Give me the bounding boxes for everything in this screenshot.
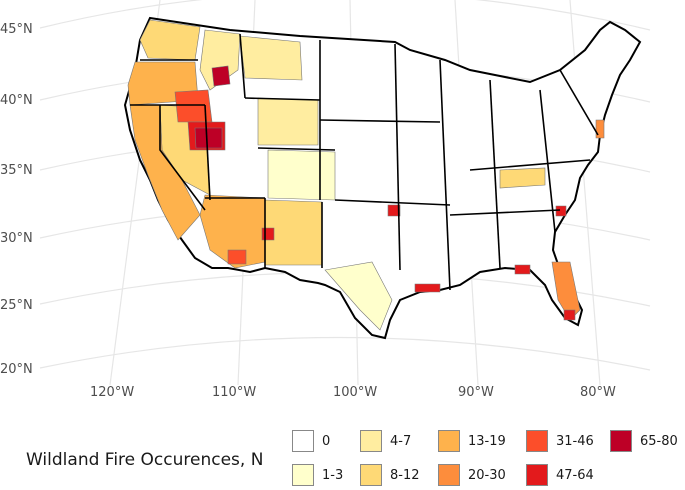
county-patch-fl-panhandle: [514, 264, 531, 275]
border-south-2: [469, 159, 591, 171]
legend-title: Wildland Fire Occurences, N: [26, 450, 264, 470]
county-patch-nm-red: [261, 227, 275, 241]
legend-swatch-6: [526, 430, 548, 452]
border-midwest-2: [489, 79, 501, 269]
county-patch-gulf-red: [414, 283, 441, 293]
county-patch-ky: [499, 167, 546, 189]
legend-label-1: 1-3: [322, 467, 344, 483]
county-patch-id-red: [211, 65, 231, 87]
border-south-1: [449, 209, 561, 216]
county-patch-fl-red: [563, 309, 576, 321]
lat-labels: 45°N 40°N 35°N 30°N 25°N 20°N: [0, 22, 33, 377]
border-plains-4: [334, 199, 451, 206]
county-patch-sc-red: [555, 205, 567, 217]
county-patch-az-red: [227, 249, 247, 265]
county-patch-tx: [324, 261, 393, 331]
county-patch-id-south: [174, 89, 213, 123]
county-patch-ut-dark: [194, 127, 223, 149]
border-mt-wy: [244, 97, 321, 101]
county-patch-ok-red: [387, 204, 401, 217]
lon-label-100: 100°W: [333, 385, 377, 400]
border-wy-co: [257, 147, 336, 151]
county-patch-wa: [139, 19, 201, 61]
legend-swatch-1: [292, 464, 314, 486]
legend-swatch-2: [360, 430, 382, 452]
border-east-1: [539, 89, 556, 233]
legend-item-6: 31-46: [526, 430, 594, 452]
lat-label-40: 40°N: [0, 93, 33, 108]
legend-item-5: 20-30: [438, 464, 506, 486]
border-id-mt: [239, 33, 246, 99]
legend: Wildland Fire Occurences, N 0 1-3 4-7 8-…: [26, 428, 681, 486]
legend-item-2: 4-7: [360, 430, 411, 452]
border-ca-nv: [159, 105, 206, 211]
lon-label-110: 110°W: [212, 385, 256, 400]
legend-label-3: 8-12: [390, 467, 420, 483]
legend-label-5: 20-30: [468, 467, 506, 483]
county-fills: [127, 19, 605, 331]
state-borders: [130, 33, 599, 291]
legend-swatch-8: [610, 430, 632, 452]
legend-label-6: 31-46: [556, 433, 594, 449]
legend-swatch-0: [292, 430, 314, 452]
legend-item-0: 0: [292, 430, 330, 452]
lat-label-35: 35°N: [0, 163, 33, 178]
legend-label-2: 4-7: [390, 433, 412, 449]
legend-label-7: 47-64: [556, 467, 594, 483]
border-ne-1: [559, 69, 599, 136]
county-patch-mt: [239, 35, 303, 81]
legend-swatch-7: [526, 464, 548, 486]
lat-label-45: 45°N: [0, 22, 33, 37]
lat-label-20: 20°N: [0, 362, 33, 377]
lat-label-25: 25°N: [0, 298, 33, 313]
border-plains-3: [319, 119, 441, 123]
border-midwest-1: [439, 59, 451, 291]
legend-item-3: 8-12: [360, 464, 420, 486]
legend-swatch-3: [360, 464, 382, 486]
legend-item-8: 65-80: [610, 430, 678, 452]
lon-label-80: 80°W: [580, 385, 616, 400]
legend-label-4: 13-19: [468, 433, 506, 449]
us-county-fire-map: 45°N 40°N 35°N 30°N 25°N 20°N 120°W 110°…: [0, 0, 651, 400]
legend-item-1: 1-3: [292, 464, 343, 486]
legend-swatch-4: [438, 430, 460, 452]
legend-label-8: 65-80: [640, 433, 678, 449]
lat-line-20: [39, 336, 651, 371]
county-patch-co: [267, 149, 336, 201]
lat-line-45: [39, 0, 651, 31]
border-nv-ut: [204, 104, 211, 201]
legend-label-0: 0: [322, 433, 331, 449]
legend-swatch-5: [438, 464, 460, 486]
lon-labels: 120°W 110°W 100°W 90°W 80°W: [90, 385, 616, 400]
county-patch-nj: [595, 119, 605, 139]
lat-label-30: 30°N: [0, 231, 33, 246]
lon-label-90: 90°W: [458, 385, 494, 400]
county-patch-ca: [129, 104, 201, 241]
lon-label-120: 120°W: [90, 385, 134, 400]
border-plains-2: [394, 43, 401, 271]
county-patch-wy: [257, 97, 319, 146]
legend-item-7: 47-64: [526, 464, 594, 486]
legend-item-4: 13-19: [438, 430, 506, 452]
